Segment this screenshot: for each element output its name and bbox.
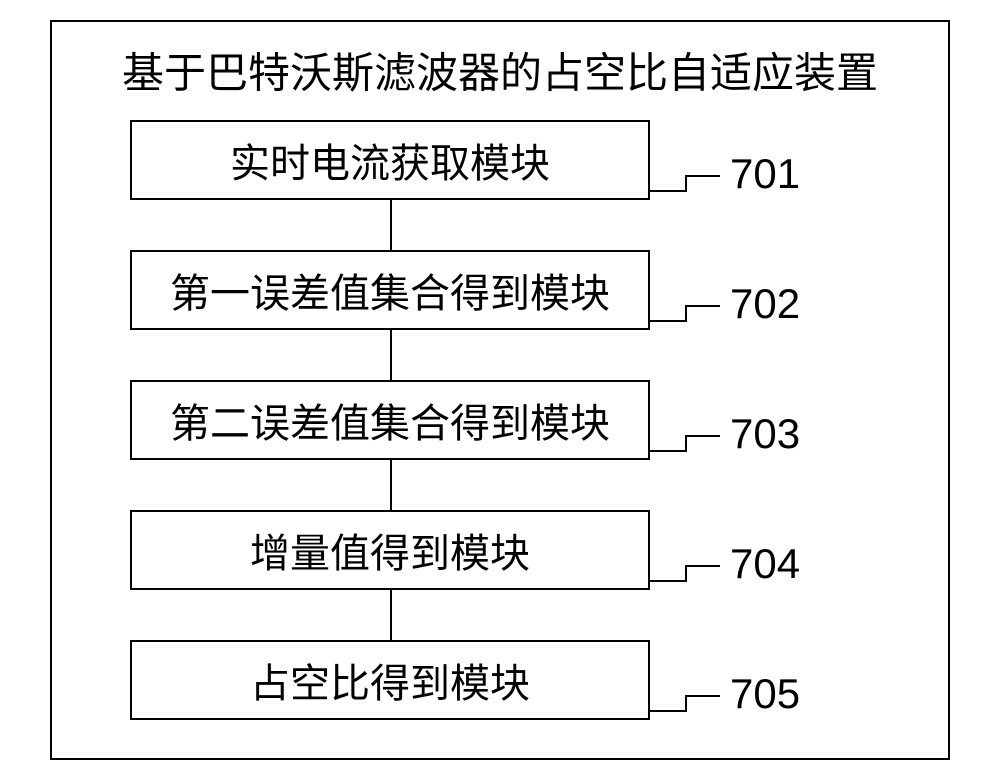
leader-h-4 <box>650 710 685 712</box>
module-id-label-703: 703 <box>730 410 800 458</box>
leader-h2-3 <box>685 565 720 567</box>
module-box-label: 第一误差值集合得到模块 <box>170 261 610 319</box>
leader-v-3 <box>685 565 687 582</box>
diagram-title: 基于巴特沃斯滤波器的占空比自适应装置 <box>122 40 878 101</box>
leader-v-1 <box>685 305 687 322</box>
leader-h-1 <box>650 320 685 322</box>
module-box-label: 增量值得到模块 <box>250 521 530 579</box>
leader-h-0 <box>650 190 685 192</box>
module-box-label: 第二误差值集合得到模块 <box>170 391 610 449</box>
module-box-702: 第一误差值集合得到模块 <box>130 250 650 330</box>
module-box-label: 占空比得到模块 <box>250 651 530 709</box>
module-id-label-701: 701 <box>730 150 800 198</box>
leader-h2-4 <box>685 695 720 697</box>
leader-h2-1 <box>685 305 720 307</box>
module-box-label: 实时电流获取模块 <box>230 131 550 189</box>
module-id-label-704: 704 <box>730 540 800 588</box>
leader-h-2 <box>650 450 685 452</box>
module-id-label-702: 702 <box>730 280 800 328</box>
connector-0 <box>390 200 392 250</box>
module-box-704: 增量值得到模块 <box>130 510 650 590</box>
module-box-701: 实时电流获取模块 <box>130 120 650 200</box>
leader-h-3 <box>650 580 685 582</box>
leader-h2-0 <box>685 175 720 177</box>
leader-h2-2 <box>685 435 720 437</box>
leader-v-4 <box>685 695 687 712</box>
connector-2 <box>390 460 392 510</box>
leader-v-0 <box>685 175 687 192</box>
connector-3 <box>390 590 392 640</box>
leader-v-2 <box>685 435 687 452</box>
module-id-label-705: 705 <box>730 670 800 718</box>
module-box-705: 占空比得到模块 <box>130 640 650 720</box>
module-box-703: 第二误差值集合得到模块 <box>130 380 650 460</box>
connector-1 <box>390 330 392 380</box>
